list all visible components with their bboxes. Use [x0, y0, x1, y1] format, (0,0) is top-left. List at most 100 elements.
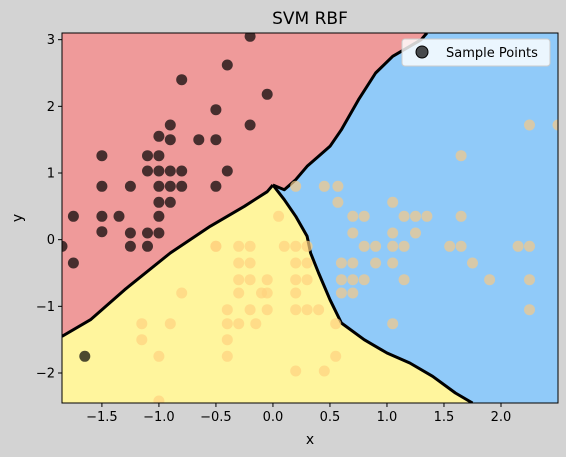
- data-point: [455, 150, 467, 162]
- data-point: [552, 119, 558, 131]
- data-point: [176, 165, 188, 177]
- sample-points: [62, 33, 558, 403]
- data-point: [261, 88, 273, 100]
- data-point: [67, 210, 79, 222]
- data-point: [332, 196, 344, 208]
- data-point: [62, 240, 68, 252]
- data-point: [244, 119, 256, 131]
- data-point: [96, 180, 108, 192]
- y-tick-label: 1: [47, 167, 55, 182]
- data-point: [124, 240, 136, 252]
- data-point: [347, 274, 359, 286]
- data-point: [330, 350, 342, 362]
- data-point: [164, 119, 176, 131]
- data-point: [335, 287, 347, 299]
- data-point: [524, 119, 535, 131]
- y-axis: −2 −1 0 1 2 3: [36, 33, 62, 382]
- data-point: [484, 274, 496, 286]
- data-point: [524, 304, 535, 316]
- data-point: [96, 210, 108, 222]
- x-tick-label: −1.0: [143, 410, 175, 425]
- y-tick-label: 2: [47, 100, 55, 115]
- boundary-yellow-blue: [271, 184, 474, 403]
- data-point: [347, 227, 359, 239]
- data-point: [301, 257, 313, 269]
- data-point: [164, 196, 176, 208]
- data-point: [524, 274, 535, 286]
- data-point: [142, 227, 153, 239]
- data-point: [142, 240, 153, 252]
- data-point: [318, 180, 330, 192]
- data-point: [332, 180, 344, 192]
- data-point: [221, 334, 233, 346]
- data-point: [96, 226, 108, 238]
- data-point: [290, 180, 302, 192]
- data-point: [290, 257, 302, 269]
- data-point: [244, 33, 256, 42]
- data-point: [193, 134, 205, 146]
- data-point: [318, 365, 330, 377]
- data-point: [524, 240, 535, 252]
- data-point: [221, 165, 233, 177]
- data-point: [67, 257, 79, 269]
- x-tick-label: 1.5: [434, 410, 455, 425]
- data-point: [261, 304, 273, 316]
- data-point: [233, 240, 245, 252]
- y-tick-label: 3: [47, 33, 55, 48]
- data-point: [301, 304, 313, 316]
- data-point: [244, 240, 256, 252]
- legend-label: Sample Points: [446, 46, 538, 61]
- data-point: [210, 180, 222, 192]
- x-axis: −1.5 −1.0 −0.5 0.0 0.5 1.0 1.5 2.0: [86, 403, 511, 425]
- data-point: [153, 165, 165, 177]
- data-point: [290, 304, 302, 316]
- data-point: [387, 318, 399, 330]
- data-point: [387, 227, 399, 239]
- data-point: [261, 287, 273, 299]
- data-point: [358, 274, 370, 286]
- data-point: [176, 287, 188, 299]
- y-tick-label: −1: [36, 300, 55, 315]
- data-point: [233, 257, 245, 269]
- data-point: [335, 257, 347, 269]
- data-point: [176, 74, 188, 86]
- boundary-red-yellow: [62, 184, 275, 338]
- data-point: [244, 304, 256, 316]
- data-point: [290, 274, 302, 286]
- region-red: [62, 33, 427, 337]
- data-point: [124, 180, 136, 192]
- data-point: [467, 257, 478, 269]
- data-point: [455, 210, 467, 222]
- data-point: [290, 365, 302, 377]
- data-point: [261, 274, 273, 286]
- legend: Sample Points: [401, 38, 551, 67]
- y-tick-label: 0: [47, 233, 55, 248]
- data-point: [370, 240, 382, 252]
- data-point: [347, 210, 359, 222]
- data-point: [421, 210, 433, 222]
- x-axis-label: x: [306, 432, 314, 448]
- data-point: [221, 350, 233, 362]
- x-tick-label: 0.5: [320, 410, 341, 425]
- data-point: [233, 287, 245, 299]
- data-point: [96, 150, 108, 162]
- data-point: [301, 274, 313, 286]
- data-point: [153, 350, 165, 362]
- x-tick-label: −0.5: [200, 410, 232, 425]
- data-point: [455, 240, 467, 252]
- chart-title: SVM RBF: [272, 9, 348, 29]
- data-point: [347, 287, 359, 299]
- data-point: [164, 180, 176, 192]
- data-point: [398, 274, 410, 286]
- data-point: [142, 165, 153, 177]
- data-point: [210, 134, 222, 146]
- data-point: [313, 304, 325, 316]
- data-point: [244, 274, 256, 286]
- data-point: [290, 287, 302, 299]
- data-point: [278, 240, 290, 252]
- data-point: [142, 150, 153, 162]
- data-point: [387, 240, 399, 252]
- data-point: [164, 318, 176, 330]
- data-point: [273, 210, 285, 222]
